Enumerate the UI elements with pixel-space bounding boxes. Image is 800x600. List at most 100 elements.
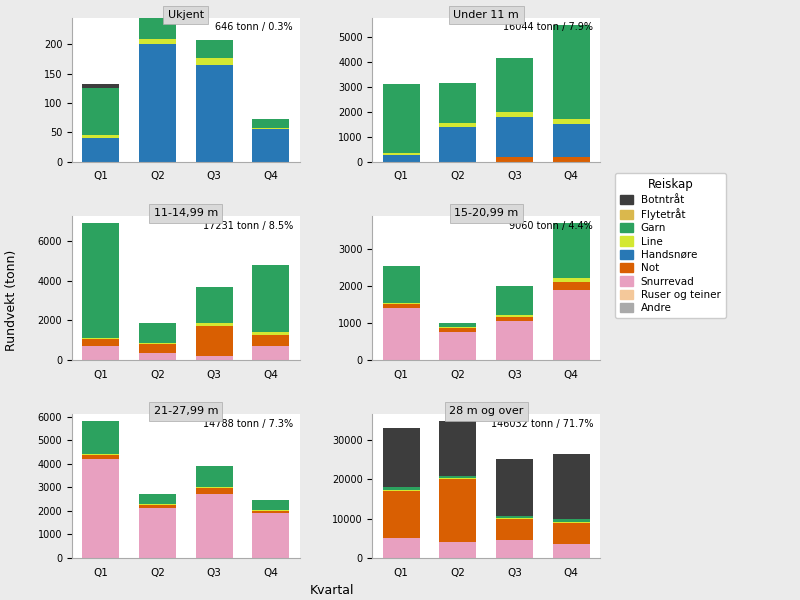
Bar [496, 316, 533, 317]
Bar [439, 83, 476, 123]
Bar [496, 286, 533, 316]
Text: 16044 tonn / 7.9%: 16044 tonn / 7.9% [503, 22, 593, 32]
Bar [553, 157, 590, 161]
Bar [553, 278, 590, 282]
Bar [553, 223, 590, 278]
Bar [252, 128, 290, 130]
Bar [553, 124, 590, 157]
Title: 15-20,99 m: 15-20,99 m [454, 208, 518, 218]
Bar [553, 119, 590, 124]
Bar [139, 343, 176, 344]
Bar [496, 117, 533, 157]
Bar [82, 339, 119, 346]
Bar [496, 516, 533, 518]
Bar [553, 290, 590, 360]
Bar [496, 321, 533, 360]
Bar [196, 58, 233, 65]
Bar [196, 466, 233, 487]
Bar [496, 157, 533, 161]
Bar [82, 83, 119, 88]
Bar [439, 323, 476, 326]
Bar [139, 344, 176, 353]
Bar [196, 323, 233, 326]
Bar [439, 478, 476, 479]
Bar [82, 88, 119, 135]
Bar [382, 304, 420, 308]
Bar [196, 65, 233, 161]
Bar [496, 317, 533, 321]
Bar [382, 490, 420, 491]
Text: 146032 tonn / 71.7%: 146032 tonn / 71.7% [490, 419, 593, 428]
Text: Kvartal: Kvartal [310, 584, 354, 597]
Bar [553, 522, 590, 523]
Bar [382, 308, 420, 360]
Text: Rundvekt (tonn): Rundvekt (tonn) [6, 250, 18, 350]
Bar [196, 287, 233, 323]
Bar [139, 18, 176, 38]
Bar [252, 513, 290, 558]
Bar [439, 328, 476, 332]
Bar [139, 38, 176, 44]
Bar [439, 421, 476, 476]
Text: 14788 tonn / 7.3%: 14788 tonn / 7.3% [202, 419, 293, 428]
Bar [82, 421, 119, 454]
Bar [439, 542, 476, 558]
Text: 646 tonn / 0.3%: 646 tonn / 0.3% [215, 22, 293, 32]
Bar [139, 508, 176, 558]
Bar [139, 353, 176, 360]
Bar [439, 332, 476, 360]
Bar [82, 455, 119, 459]
Bar [382, 266, 420, 302]
Bar [252, 332, 290, 335]
Title: Under 11 m: Under 11 m [454, 10, 519, 20]
Bar [382, 84, 420, 154]
Bar [496, 540, 533, 558]
Text: 9060 tonn / 4.4%: 9060 tonn / 4.4% [510, 220, 593, 230]
Bar [196, 488, 233, 494]
Bar [82, 346, 119, 360]
Bar [382, 155, 420, 161]
Legend: Botntråt, Flytetråt, Garn, Line, Handsnøre, Not, Snurrevad, Ruser og teiner, And: Botntråt, Flytetråt, Garn, Line, Handsnø… [615, 173, 726, 319]
Bar [139, 504, 176, 505]
Bar [382, 538, 420, 558]
Bar [82, 138, 119, 161]
Bar [82, 223, 119, 338]
Bar [439, 476, 476, 478]
Title: 11-14,99 m: 11-14,99 m [154, 208, 218, 218]
Bar [196, 494, 233, 558]
Bar [252, 119, 290, 128]
Bar [252, 346, 290, 360]
Bar [496, 112, 533, 117]
Bar [252, 265, 290, 332]
Bar [252, 511, 290, 513]
Bar [439, 127, 476, 161]
Bar [553, 25, 590, 119]
Bar [252, 335, 290, 346]
Bar [139, 505, 176, 508]
Bar [382, 428, 420, 487]
Bar [553, 520, 590, 522]
Bar [496, 518, 533, 540]
Bar [439, 123, 476, 127]
Bar [196, 40, 233, 58]
Bar [382, 302, 420, 304]
Title: 28 m og over: 28 m og over [449, 406, 523, 416]
Bar [82, 338, 119, 339]
Bar [196, 487, 233, 488]
Bar [439, 326, 476, 328]
Bar [196, 356, 233, 360]
Bar [139, 44, 176, 161]
Bar [82, 459, 119, 558]
Title: 21-27,99 m: 21-27,99 m [154, 406, 218, 416]
Text: 17231 tonn / 8.5%: 17231 tonn / 8.5% [202, 220, 293, 230]
Bar [439, 479, 476, 542]
Bar [139, 323, 176, 343]
Bar [496, 58, 533, 112]
Bar [553, 523, 590, 544]
Bar [139, 494, 176, 504]
Bar [382, 154, 420, 155]
Bar [196, 326, 233, 356]
Bar [252, 130, 290, 161]
Bar [82, 454, 119, 455]
Bar [553, 544, 590, 558]
